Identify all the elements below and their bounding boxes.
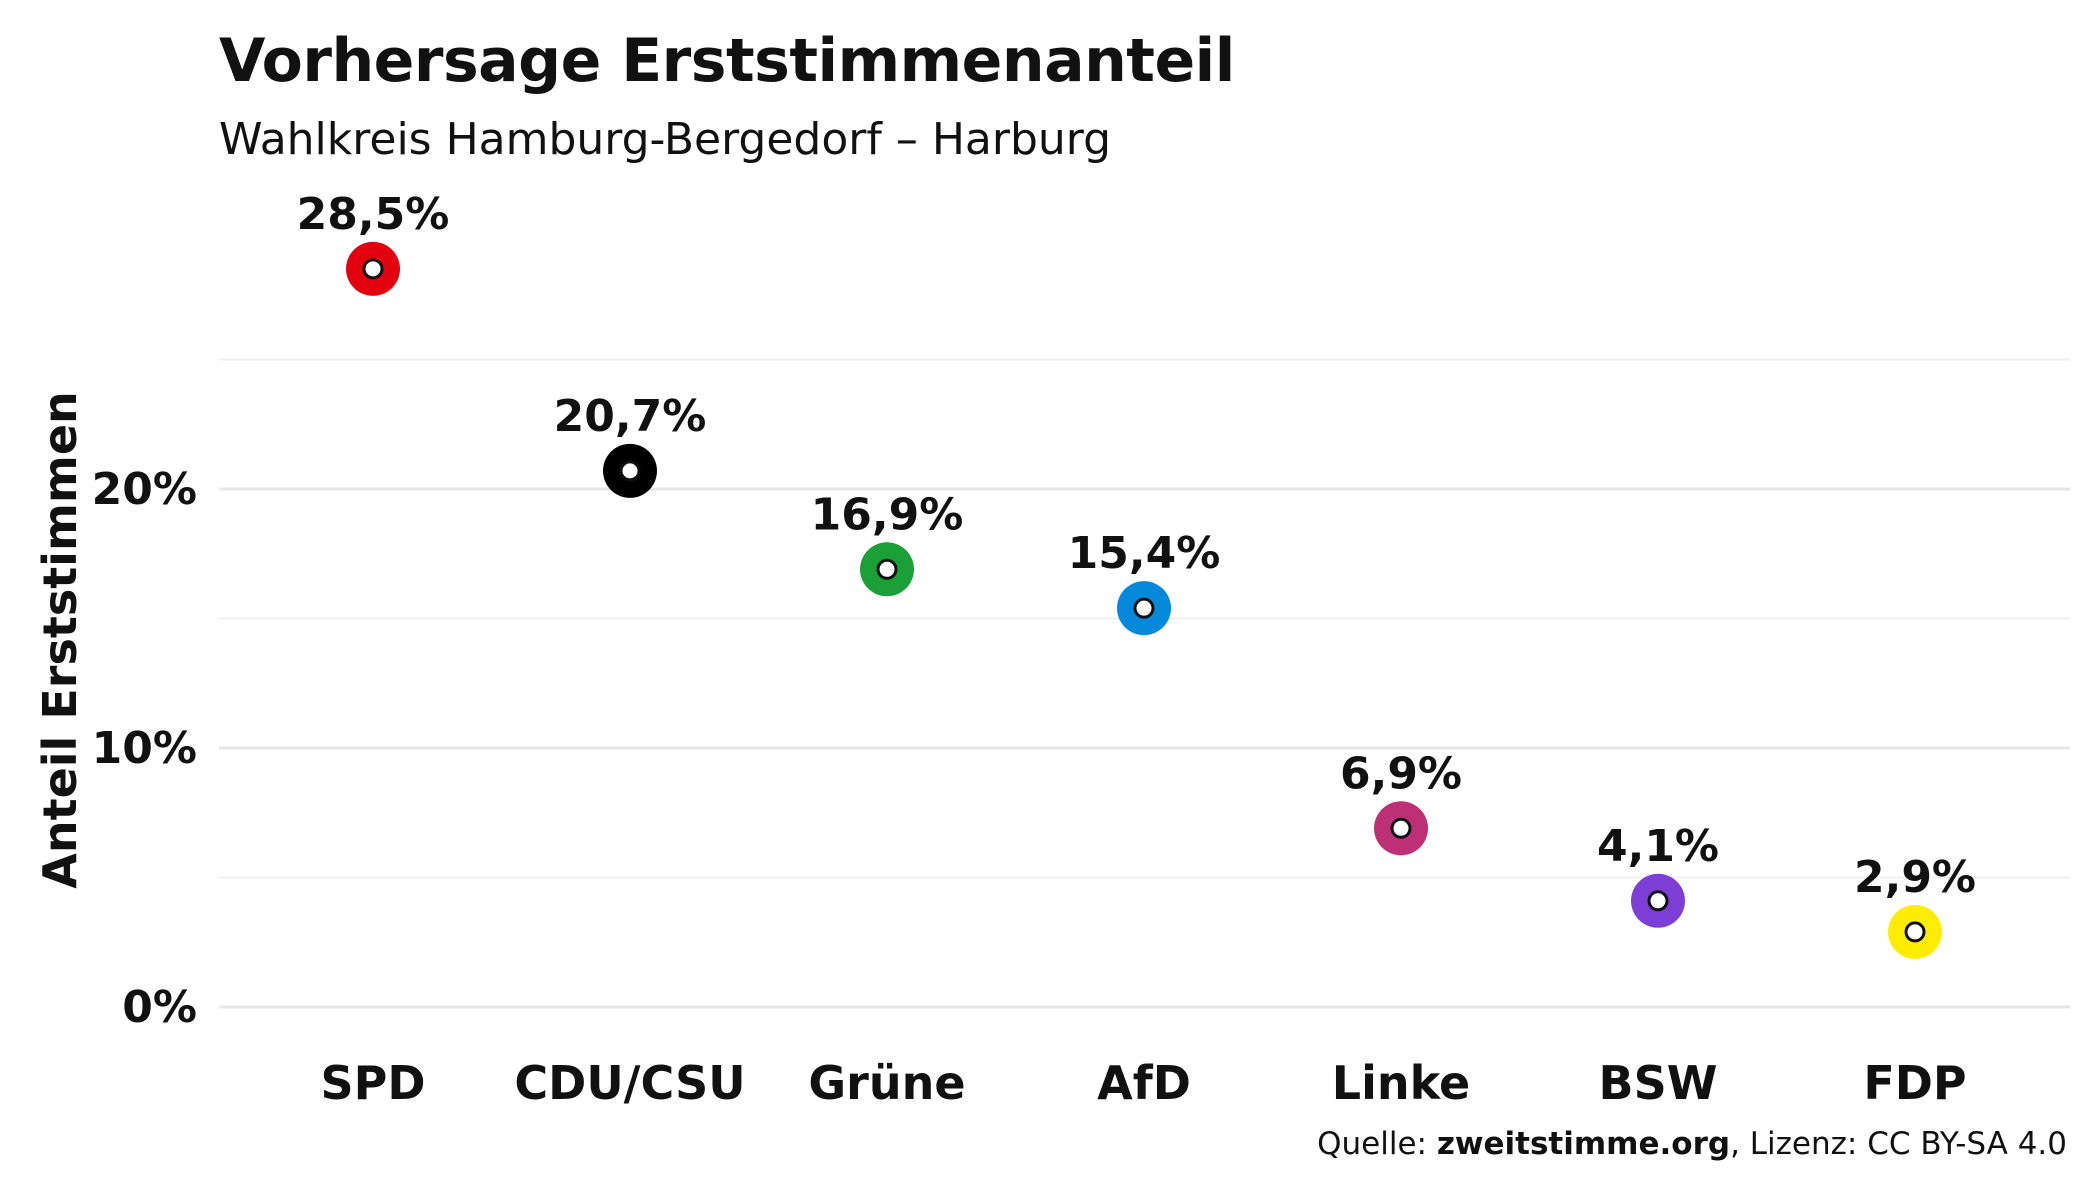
data-point (1117, 581, 1171, 636)
x-tick-label: BSW (1599, 1056, 1718, 1110)
data-point-center (619, 460, 641, 482)
data-label: 16,9% (811, 489, 964, 540)
source-site: zweitstimme.org (1436, 1126, 1731, 1162)
source-note: Quelle: zweitstimme.org, Lizenz: CC BY-S… (1317, 1126, 2067, 1162)
y-axis-label: Anteil Erststimmen (33, 391, 87, 889)
data-label: 15,4% (1068, 528, 1221, 579)
y-tick-label: 20% (92, 464, 197, 515)
data-label: 4,1% (1597, 821, 1719, 872)
data-point-center (1647, 890, 1669, 912)
y-tick-label: 10% (92, 723, 197, 774)
data-point-center (1390, 817, 1412, 839)
source-prefix: Quelle: (1317, 1126, 1437, 1162)
data-label: 2,9% (1854, 852, 1976, 903)
x-tick-label: CDU/CSU (514, 1056, 745, 1110)
chart-title: Vorhersage Erststimmenanteil (219, 26, 1235, 96)
x-tick-label: SPD (320, 1056, 425, 1110)
chart-subtitle: Wahlkreis Hamburg-Bergedorf – Harburg (219, 114, 1112, 165)
data-point (860, 542, 914, 597)
x-tick-label: FDP (1863, 1056, 1966, 1110)
x-tick-label: Grüne (808, 1056, 965, 1110)
data-point-center (876, 558, 898, 580)
data-point (346, 241, 400, 296)
data-label: 6,9% (1340, 748, 1462, 799)
data-point (603, 443, 657, 498)
data-point-center (362, 258, 384, 280)
source-suffix: , Lizenz: CC BY-SA 4.0 (1730, 1126, 2067, 1162)
data-point (1888, 904, 1942, 959)
data-label: 20,7% (554, 391, 707, 442)
data-point (1631, 873, 1685, 928)
data-label: 28,5% (297, 189, 450, 240)
data-point (1374, 801, 1428, 856)
data-point-center (1904, 921, 1926, 943)
x-tick-label: AfD (1097, 1056, 1191, 1110)
y-tick-label: 0% (122, 982, 197, 1033)
data-point-center (1133, 597, 1155, 619)
x-tick-label: Linke (1332, 1056, 1470, 1110)
